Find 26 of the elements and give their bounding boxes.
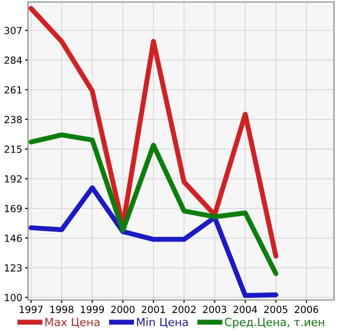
y-tick-label: 307: [4, 26, 22, 34]
y-tick-label: 238: [4, 116, 22, 124]
legend-label: Сред.Цена, т.иен: [224, 318, 324, 328]
line-series: [28, 185, 278, 298]
y-tick-label: 284: [4, 56, 22, 64]
y-tick-label: 100: [4, 294, 22, 302]
legend-label: Max Цена: [45, 318, 100, 328]
y-tick-label: 123: [4, 264, 22, 272]
x-tick-label: 2002: [172, 306, 196, 314]
y-tick-label: 192: [4, 175, 22, 183]
y-tick-label: 261: [4, 86, 22, 94]
line-series: [28, 6, 278, 259]
x-tick-label: 1997: [20, 306, 43, 314]
y-tick-label: 169: [4, 204, 22, 212]
x-tick-label: 2001: [142, 306, 165, 314]
y-tick-label: 146: [4, 234, 22, 242]
x-tick-label: 2000: [111, 306, 135, 314]
x-tick-label: 1999: [80, 306, 104, 314]
x-tick-label: 2005: [264, 306, 288, 314]
x-tick-label: 1998: [50, 306, 74, 314]
legend-label: Min Цена: [137, 318, 188, 328]
x-tick-label: 2006: [294, 306, 318, 314]
line-series: [28, 132, 278, 276]
y-tick-label: 215: [4, 146, 22, 153]
x-tick-label: 2003: [203, 306, 226, 314]
x-tick-label: 2004: [234, 306, 258, 314]
